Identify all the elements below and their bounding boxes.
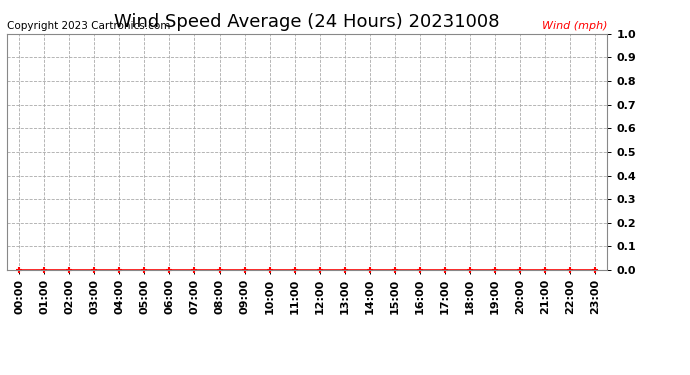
Text: Wind (mph): Wind (mph) [542,21,607,32]
Text: Copyright 2023 Cartronics.com: Copyright 2023 Cartronics.com [7,21,170,32]
Title: Wind Speed Average (24 Hours) 20231008: Wind Speed Average (24 Hours) 20231008 [115,13,500,31]
